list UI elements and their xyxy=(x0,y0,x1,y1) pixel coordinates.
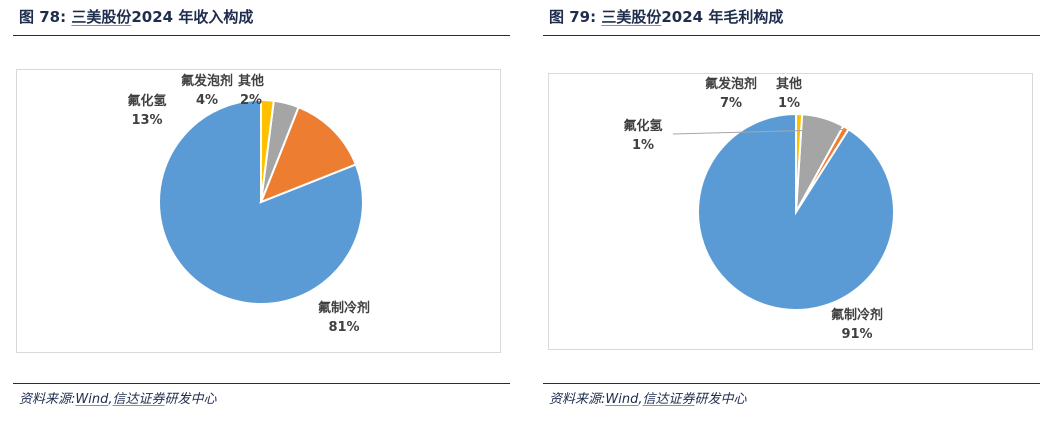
slice-value-fluoro-refrigerant: 91% xyxy=(841,327,872,342)
slice-value-other: 2% xyxy=(240,93,262,108)
slice-label-other: 其他 xyxy=(238,73,264,89)
slice-label-fluoro-refrigerant: 氟制冷剂 xyxy=(318,300,370,316)
figure-number: 图 79: xyxy=(549,8,597,26)
slice-value-foaming-agent: 7% xyxy=(720,96,742,111)
source-prefix: 资料来源: xyxy=(549,392,606,407)
source-wind: Wind xyxy=(605,392,639,407)
slice-label-hydrogen-fluoride: 氟化氢 xyxy=(127,93,166,109)
slice-value-hydrogen-fluoride: 13% xyxy=(131,113,162,128)
source-suffix: 研发中心 xyxy=(694,392,747,407)
figure-title-text: 2024 年收入构成 xyxy=(131,8,254,26)
source-divider xyxy=(13,383,510,384)
slice-label-foaming-agent: 氟发泡剂 xyxy=(181,73,233,89)
chart-frame: 氟制冷剂 81% 氟化氢 13% 氟发泡剂 4% 其他 2% xyxy=(16,69,501,353)
source-prefix: 资料来源: xyxy=(19,392,76,407)
slice-label-fluoro-refrigerant: 氟制冷剂 xyxy=(831,307,883,323)
pie-slice-hydrogen-fluoride xyxy=(259,105,358,204)
slice-value-foaming-agent: 4% xyxy=(196,93,218,108)
slice-value-hydrogen-fluoride: 1% xyxy=(632,138,654,153)
figure-title-text: 2024 年毛利构成 xyxy=(661,8,784,26)
figure-title: 图 79: 三美股份2024 年毛利构成 xyxy=(549,6,783,27)
company-name: 三美股份 xyxy=(71,8,132,26)
chart-frame: 氟制冷剂 91% 氟化氢 1% 氟发泡剂 7% 其他 1% xyxy=(548,73,1033,350)
pie-chart-revenue: 氟制冷剂 81% 氟化氢 13% 氟发泡剂 4% 其他 2% xyxy=(127,73,370,335)
pie-slice-other xyxy=(260,98,275,203)
title-divider xyxy=(13,35,510,36)
figure-title: 图 78: 三美股份2024 年收入构成 xyxy=(19,6,253,27)
source-broker: 信达证券 xyxy=(642,392,695,407)
figure-number: 图 78: xyxy=(19,8,67,26)
source-divider xyxy=(543,383,1040,384)
company-name: 三美股份 xyxy=(601,8,662,26)
source-broker: 信达证券 xyxy=(112,392,165,407)
source-note: 资料来源:Wind,信达证券研发中心 xyxy=(19,388,217,407)
pie-chart-gross-profit: 氟制冷剂 91% 氟化氢 1% 氟发泡剂 7% 其他 1% xyxy=(623,76,895,342)
source-wind: Wind xyxy=(75,392,109,407)
figure-79: 图 79: 三美股份2024 年毛利构成 氟制冷剂 91% 氟化氢 1% 氟发泡剂 7% 其… xyxy=(543,0,1040,421)
slice-label-hydrogen-fluoride: 氟化氢 xyxy=(623,118,662,134)
slice-value-other: 1% xyxy=(778,96,800,111)
source-note: 资料来源:Wind,信达证券研发中心 xyxy=(549,388,747,407)
slice-label-other: 其他 xyxy=(776,76,802,92)
source-separator: , xyxy=(108,392,113,407)
slice-value-fluoro-refrigerant: 81% xyxy=(328,320,359,335)
title-divider xyxy=(543,35,1040,36)
leader-line-hydrogen-fluoride xyxy=(672,128,845,135)
pie-slice-other xyxy=(795,112,804,213)
source-separator: , xyxy=(638,392,643,407)
source-suffix: 研发中心 xyxy=(164,392,217,407)
slice-label-foaming-agent: 氟发泡剂 xyxy=(705,76,757,92)
figure-78: 图 78: 三美股份2024 年收入构成 氟制冷剂 81% 氟化氢 13% 氟发泡剂 4%… xyxy=(13,0,510,421)
